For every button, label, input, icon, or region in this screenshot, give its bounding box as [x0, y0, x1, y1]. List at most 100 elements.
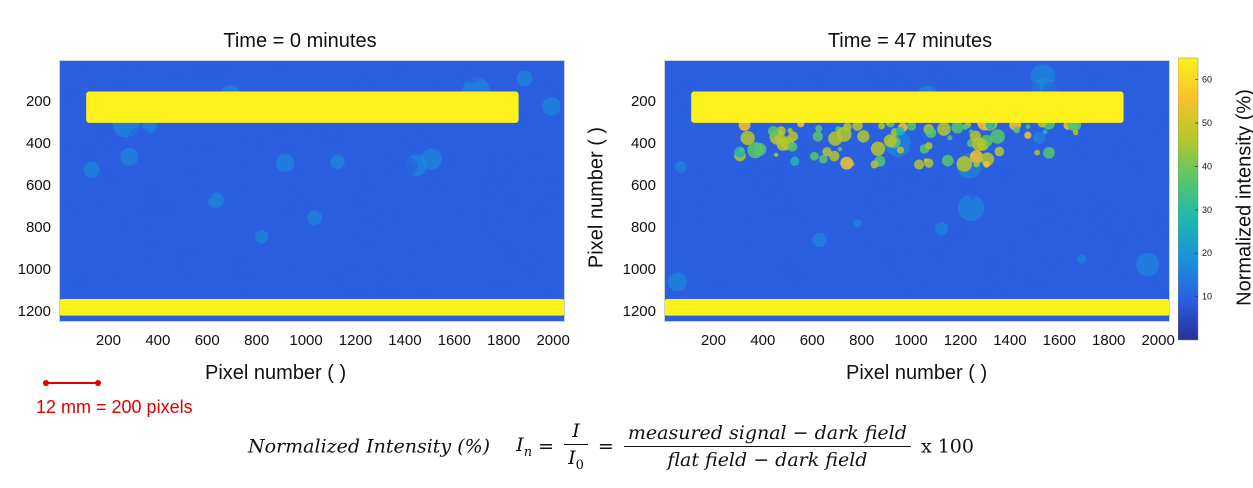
heatmap-frame [664, 60, 1170, 322]
heatmap-texture-blob [200, 142, 213, 155]
heatmap-texture-blob [70, 272, 85, 287]
heatmap-texture-blob [877, 173, 896, 192]
heatmap-texture-blob [1075, 141, 1094, 160]
heatmap-texture-blob [947, 231, 973, 257]
heatmap-texture-blob [391, 205, 407, 221]
heatmap-texture-blob [115, 217, 129, 230]
heatmap-texture-blob [812, 232, 827, 248]
heatmap-texture-blob [193, 69, 208, 84]
heatmap-texture-blob [420, 221, 445, 246]
x-tick-label: 800 [244, 332, 270, 349]
hot-region-blob [942, 154, 954, 167]
hot-region-blob [914, 159, 925, 170]
heatmap-texture-blob [61, 89, 75, 103]
heatmap-texture-blob [971, 247, 1000, 276]
right-heatmap [664, 60, 1170, 322]
heatmap-texture-blob [680, 63, 698, 81]
heatmap-texture-blob [758, 169, 783, 195]
hot-region-blob [812, 131, 823, 142]
heatmap-texture-blob [449, 157, 458, 167]
hot-region-blob [883, 134, 897, 148]
colorbar-tick-label: 10 [1202, 292, 1212, 302]
heatmap-texture-blob [1136, 253, 1160, 277]
heatmap-texture-blob [688, 204, 706, 222]
heatmap-texture-blob [59, 163, 66, 174]
heatmap-texture-blob [1025, 224, 1039, 237]
left-panel-title: Time = 0 minutes [223, 30, 377, 52]
hot-region-blob [753, 142, 767, 156]
top-electrode-band [86, 91, 519, 123]
heatmap-texture-blob [1024, 279, 1038, 293]
formula-frac2-num: measured signal − dark field [623, 422, 911, 447]
hot-region-blob [896, 146, 905, 154]
heatmap-texture-blob [774, 208, 802, 237]
x-tick-label: 1400 [388, 332, 422, 349]
hot-region-blob [956, 156, 973, 172]
hot-region-blob [973, 161, 980, 168]
hot-region-blob [774, 152, 779, 158]
hot-region-blob [790, 156, 800, 166]
hot-region-blob [924, 158, 934, 168]
colorbar-gradient [1178, 57, 1199, 341]
heatmap-texture-blob [1033, 131, 1046, 144]
heatmap-texture-blob [801, 178, 818, 196]
heatmap-texture-blob [901, 168, 918, 184]
heatmap-texture-blob [494, 224, 515, 245]
hot-region-blob [870, 141, 886, 156]
heatmap-texture-blob [254, 230, 269, 244]
heatmap-texture-blob [325, 254, 352, 281]
hot-region-blob [852, 120, 863, 131]
top-electrode-band [691, 91, 1124, 123]
heatmap-texture-blob [529, 214, 540, 225]
heatmap-texture-blob [1028, 81, 1041, 93]
heatmap-texture-blob [207, 63, 218, 74]
hot-region-blob [815, 125, 823, 133]
hot-region-blob [925, 142, 933, 150]
heatmap-texture-blob [230, 117, 255, 141]
hot-region-blob [739, 147, 744, 153]
x-tick-label: 1200 [338, 332, 373, 349]
scale-bar-text: 12 mm = 200 pixels [36, 397, 193, 417]
heatmap-texture-blob [489, 152, 514, 177]
y-tick-label: 1000 [622, 260, 656, 278]
y-tick-label: 600 [25, 176, 51, 194]
x-tick-label: 200 [700, 332, 726, 349]
heatmap-texture-blob [728, 157, 746, 175]
heatmap-texture-blob [873, 67, 892, 86]
heatmap-texture-blob [1131, 207, 1159, 236]
hot-region-blob [837, 147, 843, 152]
heatmap-texture-blob [1126, 269, 1142, 285]
heatmap-texture-blob [853, 219, 862, 228]
heatmap-texture-blob [545, 69, 565, 92]
heatmap-texture-blob [284, 270, 306, 291]
heatmap-texture-blob [1008, 263, 1028, 282]
x-tick-label: 2000 [1141, 332, 1175, 349]
heatmap-texture-blob [356, 217, 385, 246]
heatmap-texture-blob [276, 131, 286, 141]
heatmap-texture-blob [504, 249, 520, 265]
colorbar-tick-label: 20 [1202, 248, 1212, 258]
hot-region-blob [937, 122, 951, 136]
heatmap-texture-blob [1155, 221, 1170, 236]
hot-region-blob [951, 121, 964, 134]
bottom-electrode-band [59, 298, 565, 316]
heatmap-texture-blob [67, 68, 95, 96]
heatmap-texture-blob [928, 62, 953, 86]
heatmap-texture-blob [968, 191, 977, 200]
y-tick-label: 600 [630, 176, 656, 194]
heatmap-texture-blob [920, 60, 931, 67]
left-x-axis-label: Pixel number ( ) [205, 362, 347, 384]
heatmap-texture-blob [459, 204, 487, 232]
heatmap-texture-blob [1131, 162, 1142, 173]
hot-region-blob [972, 137, 986, 152]
heatmap-texture-blob [177, 150, 199, 171]
heatmap-texture-blob [1006, 243, 1016, 253]
heatmap-frame [59, 60, 565, 322]
heatmap-texture-blob [542, 97, 561, 116]
hot-region-blob [857, 130, 870, 143]
hot-region-blob [822, 147, 832, 157]
x-tick-label: 400 [750, 332, 776, 349]
y-tick-label: 400 [25, 134, 51, 152]
y-tick-label: 800 [25, 218, 51, 236]
x-tick-label: 800 [849, 332, 875, 349]
